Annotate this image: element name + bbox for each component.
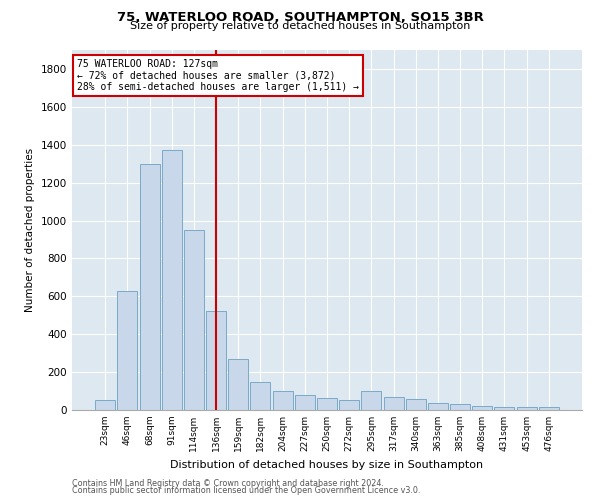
- X-axis label: Distribution of detached houses by size in Southampton: Distribution of detached houses by size …: [170, 460, 484, 469]
- Bar: [539, 407, 559, 410]
- Bar: [317, 398, 337, 410]
- Bar: [206, 312, 226, 410]
- Bar: [361, 391, 382, 410]
- Bar: [406, 398, 426, 410]
- Bar: [472, 406, 492, 410]
- Text: 75 WATERLOO ROAD: 127sqm
← 72% of detached houses are smaller (3,872)
28% of sem: 75 WATERLOO ROAD: 127sqm ← 72% of detach…: [77, 59, 359, 92]
- Bar: [450, 404, 470, 410]
- Bar: [162, 150, 182, 410]
- Bar: [383, 396, 404, 410]
- Bar: [295, 395, 315, 410]
- Bar: [228, 359, 248, 410]
- Bar: [250, 382, 271, 410]
- Text: Contains HM Land Registry data © Crown copyright and database right 2024.: Contains HM Land Registry data © Crown c…: [72, 478, 384, 488]
- Bar: [272, 391, 293, 410]
- Y-axis label: Number of detached properties: Number of detached properties: [25, 148, 35, 312]
- Bar: [494, 407, 514, 410]
- Bar: [140, 164, 160, 410]
- Text: Size of property relative to detached houses in Southampton: Size of property relative to detached ho…: [130, 21, 470, 31]
- Bar: [517, 407, 536, 410]
- Bar: [339, 400, 359, 410]
- Bar: [95, 400, 115, 410]
- Text: 75, WATERLOO ROAD, SOUTHAMPTON, SO15 3BR: 75, WATERLOO ROAD, SOUTHAMPTON, SO15 3BR: [116, 11, 484, 24]
- Text: Contains public sector information licensed under the Open Government Licence v3: Contains public sector information licen…: [72, 486, 421, 495]
- Bar: [428, 404, 448, 410]
- Bar: [118, 290, 137, 410]
- Bar: [184, 230, 204, 410]
